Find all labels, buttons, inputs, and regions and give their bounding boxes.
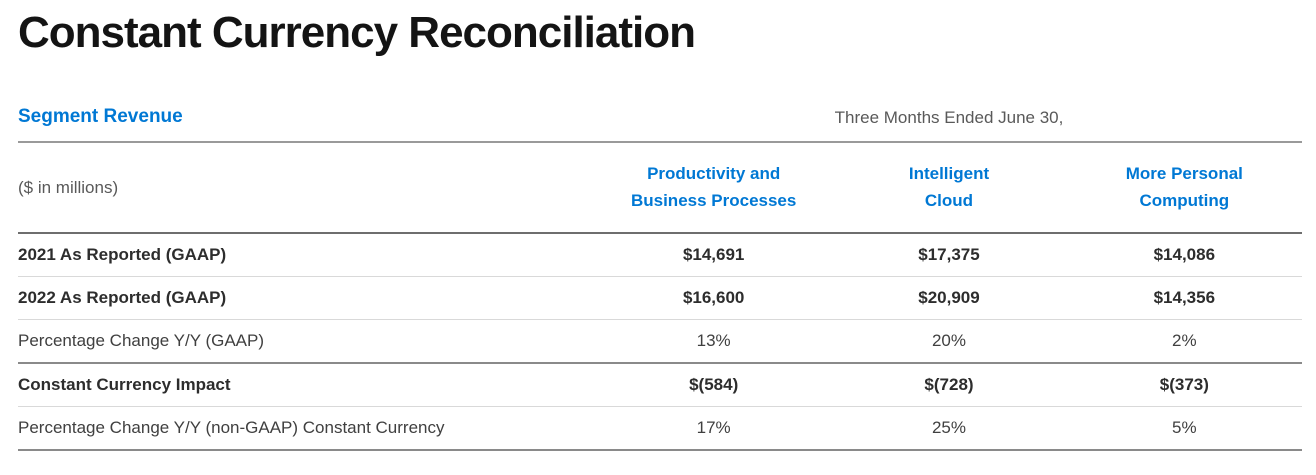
column-header-line: Computing [1139,190,1230,210]
table-row-2022-as-reported: 2022 As Reported (GAAP) $16,600 $20,909 … [18,277,1302,320]
column-header-line: More Personal [1125,164,1243,184]
row-value: $(373) [1159,375,1209,394]
row-label: Constant Currency Impact [18,375,231,394]
page-title: Constant Currency Reconciliation [18,8,696,57]
row-value: 17% [696,418,731,437]
column-header-line: Business Processes [630,190,797,210]
table-row-2021-as-reported: 2021 As Reported (GAAP) $14,691 $17,375 … [18,234,1302,277]
row-label: 2022 As Reported (GAAP) [18,288,227,307]
column-header-productivity-and-business-processes: Productivity and Business Processes [596,161,831,214]
column-header-line: Intelligent [908,164,990,184]
column-header-line: Cloud [924,190,974,210]
row-label: Percentage Change Y/Y (non-GAAP) Constan… [18,418,445,437]
row-value: 2% [1172,331,1197,350]
row-label: 2021 As Reported (GAAP) [18,245,227,264]
row-value: 5% [1172,418,1197,437]
row-value: $(728) [924,375,974,394]
table-column-headers: ($ in millions) Productivity and Busines… [18,143,1302,234]
row-value: $16,600 [682,288,745,307]
period-header: Three Months Ended June 30, [834,108,1064,127]
row-value: $14,691 [682,245,745,264]
column-header-more-personal-computing: More Personal Computing [1067,161,1302,214]
row-value: 25% [931,418,966,437]
row-value: $(584) [689,375,739,394]
segment-revenue-table: Segment Revenue Three Months Ended June … [18,106,1302,451]
row-value: $14,086 [1153,245,1216,264]
table-row-constant-currency-impact: Constant Currency Impact $(584) $(728) $… [18,364,1302,407]
slide: Constant Currency Reconciliation Segment… [0,8,1316,451]
table-section-header: Segment Revenue Three Months Ended June … [18,106,1302,143]
table-row-percentage-change-gaap: Percentage Change Y/Y (GAAP) 13% 20% 2% [18,320,1302,364]
row-value: 20% [931,331,966,350]
column-header-intelligent-cloud: Intelligent Cloud [831,161,1066,214]
row-label: Percentage Change Y/Y (GAAP) [18,331,265,350]
row-value: 13% [696,331,731,350]
row-value: $17,375 [918,245,980,264]
column-header-line: Productivity and [647,164,781,184]
table-row-percentage-change-constant-currency: Percentage Change Y/Y (non-GAAP) Constan… [18,407,1302,451]
section-title: Segment Revenue [18,106,183,127]
row-value: $20,909 [918,288,980,307]
row-value: $14,356 [1153,288,1216,307]
unit-label: ($ in millions) [18,177,119,197]
